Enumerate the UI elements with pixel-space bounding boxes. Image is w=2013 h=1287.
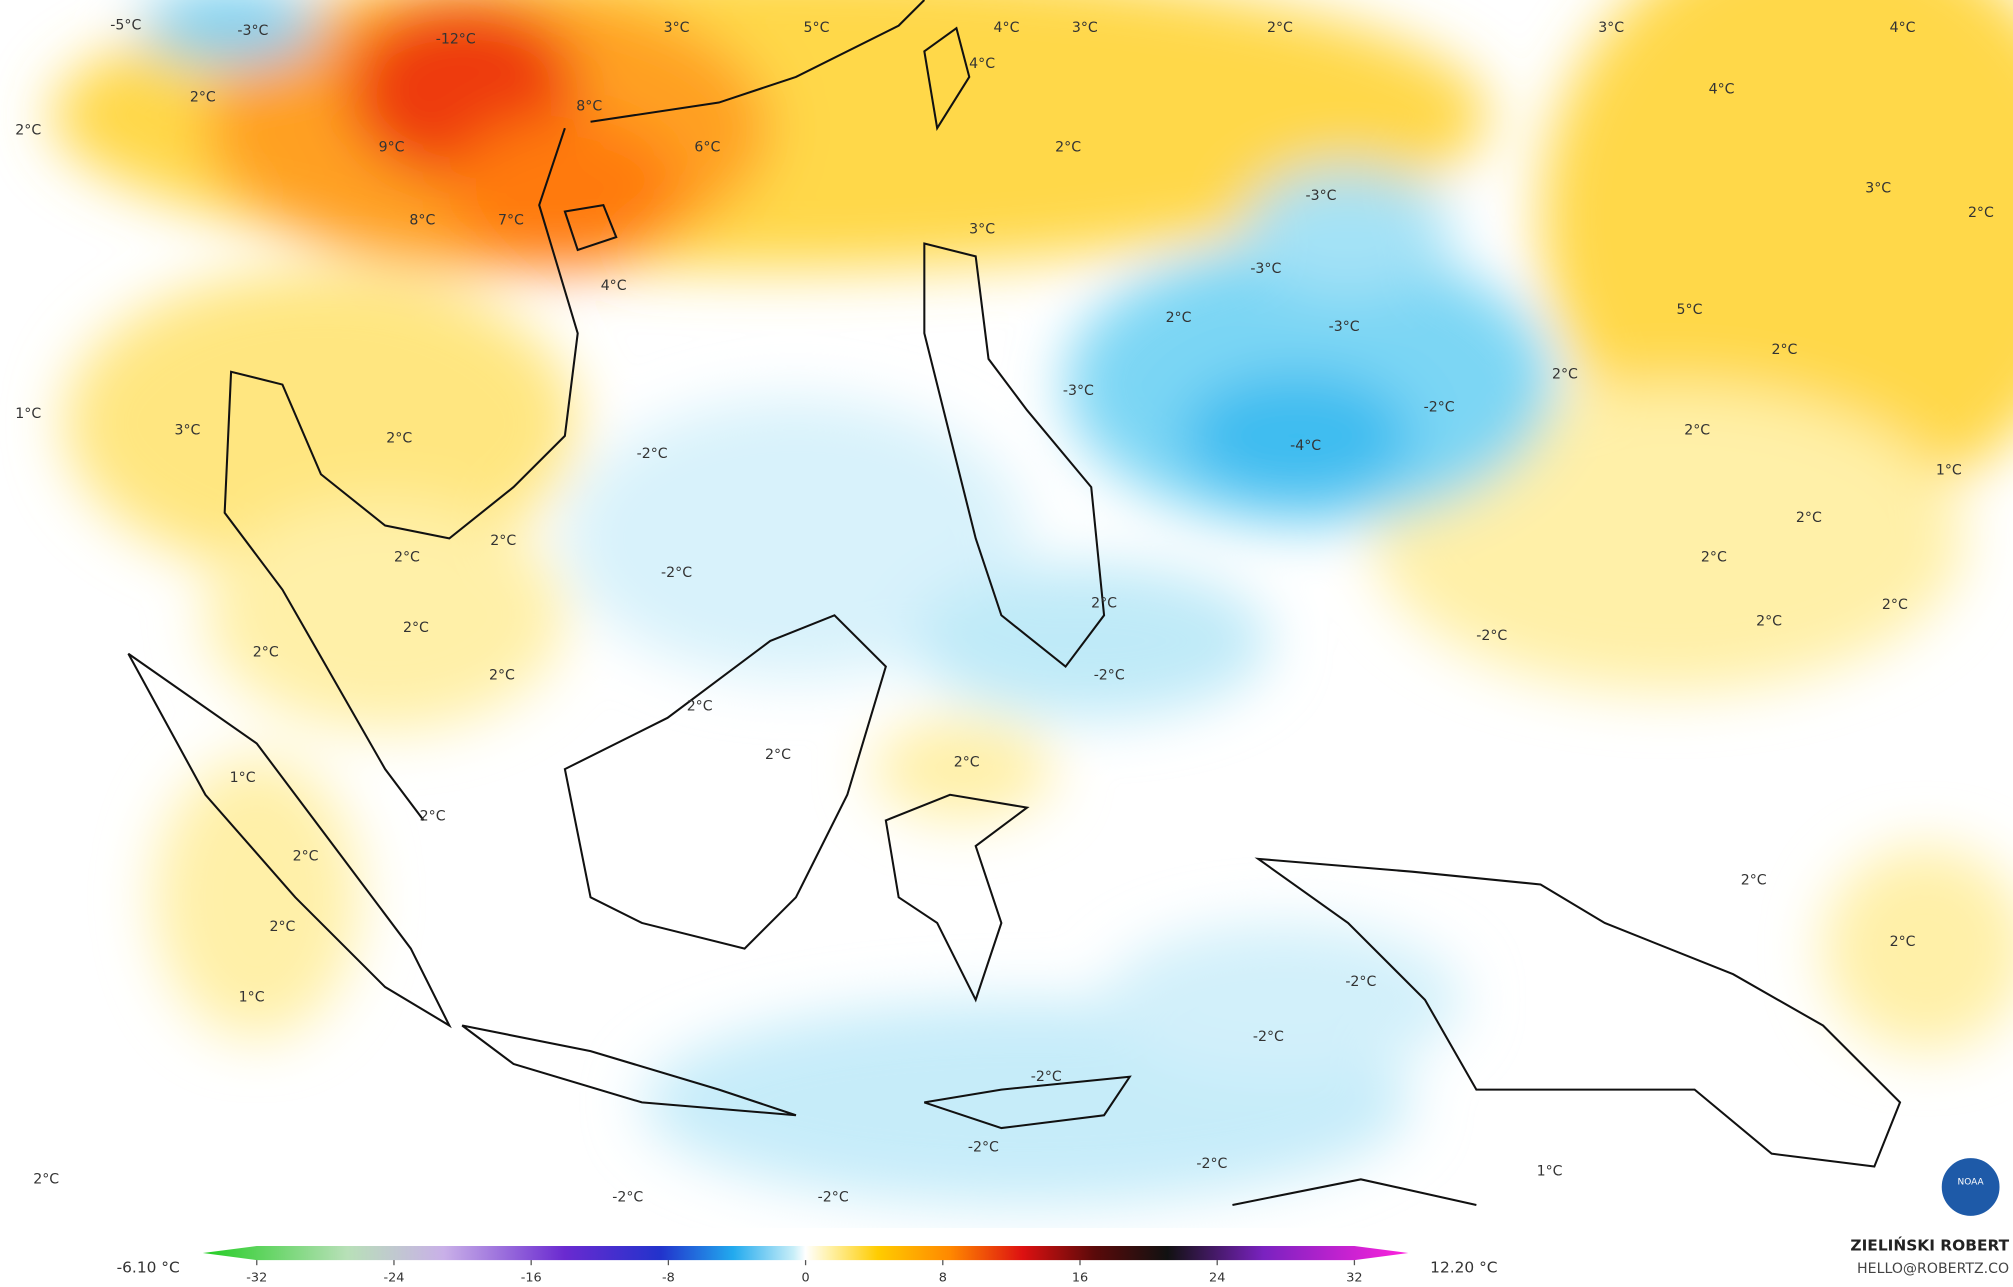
contour-label: 5°C <box>1677 302 1703 318</box>
contour-label: 2°C <box>420 809 446 825</box>
contour-label: 2°C <box>1166 310 1192 326</box>
map-area: -5°C -3°C -12°C 3°C 5°C 4°C 3°C 2°C 3°C 4°C 4°C 2°C… <box>15 0 2013 1220</box>
contour-label: 4°C <box>1890 20 1916 36</box>
contour-label: -3°C <box>1329 319 1360 335</box>
contour-label: 4°C <box>601 278 627 294</box>
contour-label: 1°C <box>239 989 265 1005</box>
contour-label: -2°C <box>968 1139 999 1155</box>
contour-label: -2°C <box>1345 974 1376 990</box>
noaa-logo: NOAA <box>1937 1154 2004 1220</box>
contour-label: 1°C <box>1537 1164 1563 1180</box>
contour-label: 2°C <box>1968 205 1994 221</box>
contour-label: 2°C <box>1796 510 1822 526</box>
contour-label: 4°C <box>969 56 995 72</box>
colorbar-tick-label: -32 <box>246 1271 267 1286</box>
contour-label: -4°C <box>1290 438 1321 454</box>
contour-label: 2°C <box>954 755 980 771</box>
contour-label: 2°C <box>269 919 295 935</box>
colorbar-bar <box>202 1245 1409 1261</box>
contour-label: 2°C <box>1882 597 1908 613</box>
contour-label: -2°C <box>612 1189 643 1205</box>
contour-label: -3°C <box>1250 261 1281 277</box>
colorbar: -6.10 °C 12.20 °C ZIELIŃSKI ROBERT HELLO… <box>0 1228 2013 1287</box>
contour-label: -2°C <box>1031 1069 1062 1085</box>
contour-label: 2°C <box>293 848 319 864</box>
logo-circle <box>1937 1154 2004 1220</box>
contour-label: 4°C <box>994 20 1020 36</box>
contour-label: -2°C <box>637 446 668 462</box>
contour-label: 2°C <box>490 533 516 549</box>
contour-label: -3°C <box>1063 383 1094 399</box>
contour-label: 6°C <box>694 139 720 155</box>
contour-label: 2°C <box>1772 342 1798 358</box>
contour-label: -12°C <box>436 32 476 48</box>
contour-label: 2°C <box>1267 20 1293 36</box>
contour-label: 9°C <box>379 139 405 155</box>
colorbar-tick-label: 32 <box>1346 1271 1362 1286</box>
contour-label: -3°C <box>1306 188 1337 204</box>
contour-label: 2°C <box>253 644 279 660</box>
anomaly-field <box>51 0 2013 1205</box>
contour-label: -2°C <box>661 565 692 581</box>
contour-label: -2°C <box>1253 1029 1284 1045</box>
contour-label: 8°C <box>576 98 602 114</box>
contour-label: -5°C <box>110 18 141 34</box>
contour-label: 3°C <box>1865 180 1891 196</box>
contour-label: 5°C <box>804 20 830 36</box>
colorbar-tick-label: 24 <box>1209 1271 1225 1286</box>
contour-label: 2°C <box>1890 934 1916 950</box>
colorbar-tick-label: -16 <box>521 1271 542 1286</box>
contour-label: -2°C <box>1424 400 1455 416</box>
contour-label: 2°C <box>1756 614 1782 630</box>
contour-label: 2°C <box>1552 366 1578 382</box>
contour-label: -2°C <box>1476 628 1507 644</box>
contour-label: 2°C <box>386 430 412 446</box>
author: ZIELIŃSKI ROBERT <box>1850 1235 2009 1254</box>
contour-label: 2°C <box>190 89 216 105</box>
contour-label: 2°C <box>33 1171 59 1187</box>
contour-label: 2°C <box>489 668 515 684</box>
contour-label: 3°C <box>664 20 690 36</box>
contour-label: -2°C <box>1196 1156 1227 1172</box>
contour-labels: -5°C -3°C -12°C 3°C 5°C 4°C 3°C 2°C 3°C 4°C 4°C 2°C… <box>15 18 1994 1206</box>
contact: HELLO@ROBERTZ.CO <box>1857 1261 2009 1277</box>
colorbar-tick-label: 8 <box>939 1271 947 1286</box>
colorbar-tick-label: 0 <box>802 1271 810 1286</box>
contour-label: 2°C <box>1701 550 1727 566</box>
contour-label: -2°C <box>818 1189 849 1205</box>
contour-label: -3°C <box>237 23 268 39</box>
contour-label: 8°C <box>409 212 435 228</box>
contour-label: 1°C <box>15 406 41 422</box>
contour-label: 2°C <box>1741 873 1767 889</box>
colorbar-tick-label: -8 <box>662 1271 675 1286</box>
contour-label: 2°C <box>687 698 713 714</box>
contour-label: 3°C <box>1072 20 1098 36</box>
contour-label: 3°C <box>174 423 200 439</box>
contour-label: 7°C <box>498 212 524 228</box>
contour-label: 2°C <box>1091 596 1117 612</box>
contour-label: 2°C <box>1055 139 1081 155</box>
contour-label: 2°C <box>15 123 41 139</box>
colorbar-tick-label: 16 <box>1072 1271 1088 1286</box>
contour-label: 2°C <box>403 620 429 636</box>
contour-label: 2°C <box>1684 423 1710 439</box>
contour-label: 2°C <box>394 550 420 566</box>
max-label: 12.20 °C <box>1430 1258 1497 1276</box>
contour-label: 3°C <box>1598 20 1624 36</box>
contour-label: 3°C <box>969 221 995 237</box>
colorbar-tick-label: -24 <box>383 1271 404 1286</box>
contour-label: -2°C <box>1094 668 1125 684</box>
contour-label: 1°C <box>230 770 256 786</box>
contour-label: 4°C <box>1709 82 1735 98</box>
logo-text: NOAA <box>1958 1177 1985 1187</box>
coastlines <box>127 0 1902 1206</box>
min-label: -6.10 °C <box>117 1258 180 1276</box>
contour-label: 2°C <box>765 747 791 763</box>
contour-label: 1°C <box>1936 462 1962 478</box>
